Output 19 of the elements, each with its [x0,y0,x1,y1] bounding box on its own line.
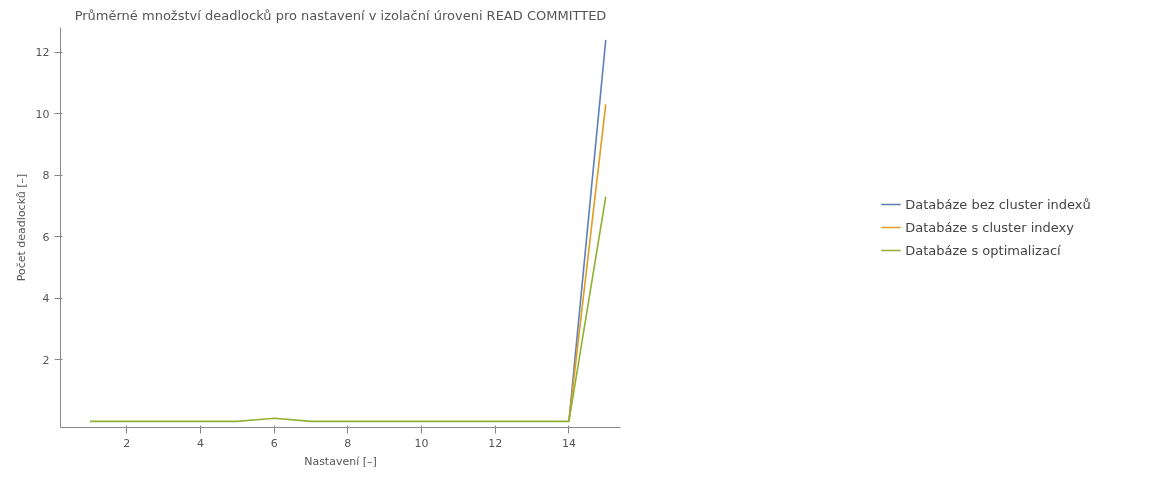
x-axis-title: Nastavení [–] [304,454,377,468]
x-tick-label: 2 [123,436,131,450]
x-tick-label: 12 [488,436,503,450]
x-tick-label: 14 [561,436,576,450]
y-axis-title: Počet deadlocků [–] [14,173,28,282]
y-tick-label: 6 [42,230,50,244]
x-tick-label: 6 [270,436,278,450]
y-tick-label: 12 [35,46,50,60]
y-tick-label: 4 [42,292,50,306]
y-tick-label: 8 [42,169,50,183]
legend-label: Databáze s cluster indexy [905,219,1074,235]
legend-label: Databáze s optimalizací [905,242,1061,258]
y-tick-label: 10 [35,107,50,121]
chart-title: Průměrné množství deadlocků pro nastavení v izolační úroveni READ COMMITTED [74,7,607,23]
y-tick-label: 2 [42,353,50,367]
x-tick-label: 8 [344,436,352,450]
x-tick-label: 4 [197,436,204,450]
legend-label: Databáze bez cluster indexů [905,196,1091,212]
x-tick-label: 10 [414,436,429,450]
